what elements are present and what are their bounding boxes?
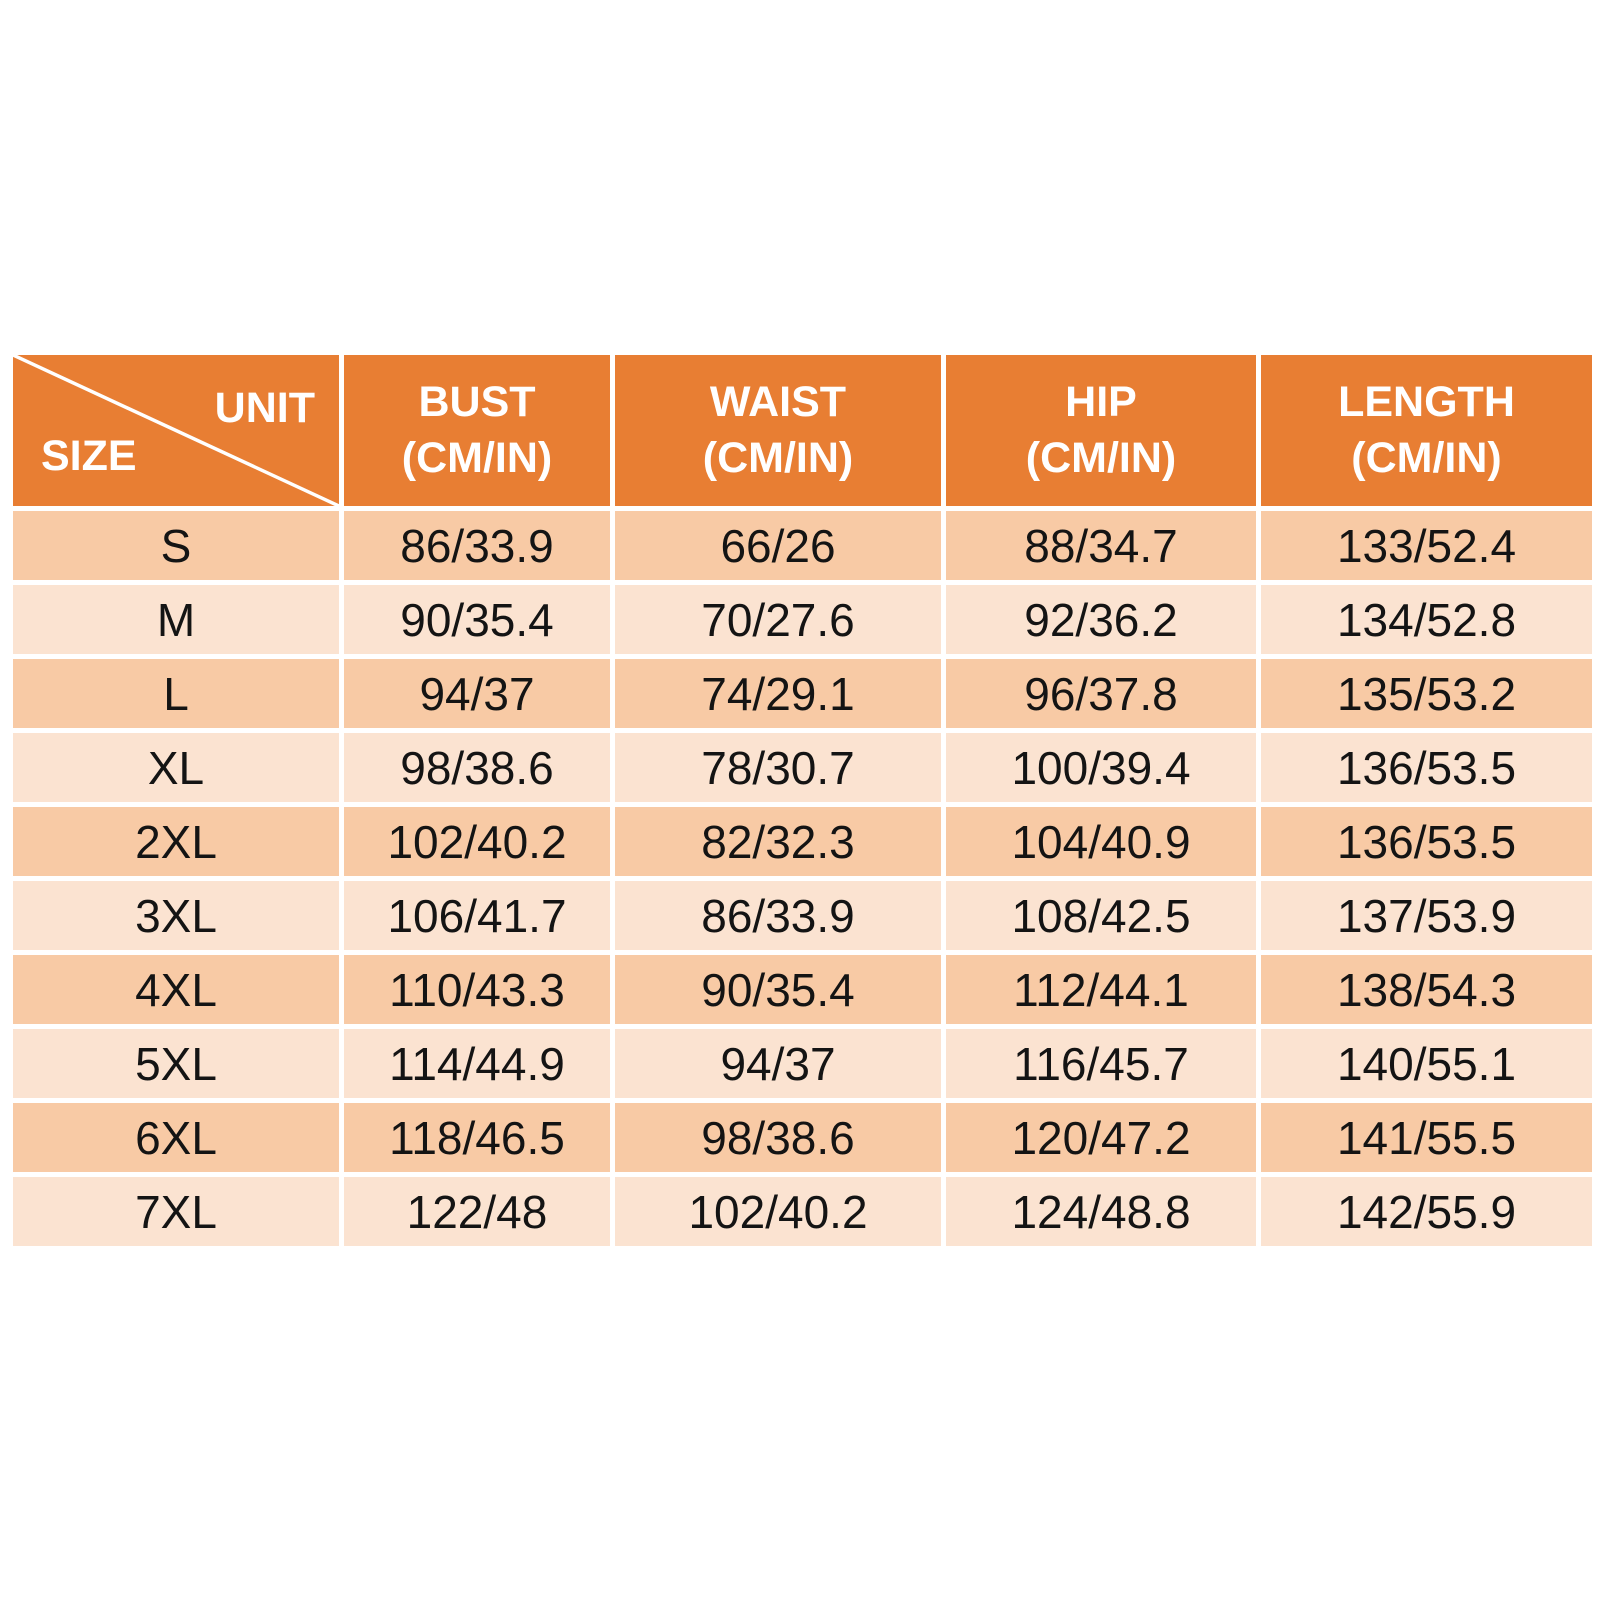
table-row-5xl: 5XL 114/44.9 94/37 116/45.7 140/55.1	[8, 1024, 1597, 1103]
length-cell: 136/53.5	[1256, 728, 1597, 807]
length-cell: 138/54.3	[1256, 950, 1597, 1029]
waist-cell: 86/33.9	[610, 876, 946, 955]
column-header-bust-name: BUST	[418, 378, 536, 427]
bust-cell: 86/33.9	[339, 506, 615, 585]
waist-cell: 74/29.1	[610, 654, 946, 733]
bust-cell: 90/35.4	[339, 580, 615, 659]
bust-cell: 114/44.9	[339, 1024, 615, 1103]
table-header: UNIT SIZE BUST (CM/IN) WAIST (CM/IN) HIP…	[8, 350, 1597, 511]
hip-cell: 112/44.1	[941, 950, 1261, 1029]
table-row-m: M 90/35.4 70/27.6 92/36.2 134/52.8	[8, 580, 1597, 659]
waist-cell: 94/37	[610, 1024, 946, 1103]
length-cell: 137/53.9	[1256, 876, 1597, 955]
column-header-hip-name: HIP	[1065, 378, 1137, 427]
size-cell: S	[8, 506, 344, 585]
table-row-s: S 86/33.9 66/26 88/34.7 133/52.4	[8, 506, 1597, 585]
size-cell: 5XL	[8, 1024, 344, 1103]
size-cell: 4XL	[8, 950, 344, 1029]
column-header-length: LENGTH (CM/IN)	[1256, 350, 1597, 511]
column-header-bust-unit: (CM/IN)	[401, 433, 553, 482]
column-header-waist-unit: (CM/IN)	[702, 433, 854, 482]
corner-unit-label: UNIT	[214, 384, 315, 432]
column-header-bust: BUST (CM/IN)	[339, 350, 615, 511]
table-body: S 86/33.9 66/26 88/34.7 133/52.4 M 90/35…	[8, 506, 1597, 1251]
table-row-6xl: 6XL 118/46.5 98/38.6 120/47.2 141/55.5	[8, 1098, 1597, 1177]
column-header-waist: WAIST (CM/IN)	[610, 350, 946, 511]
hip-cell: 124/48.8	[941, 1172, 1261, 1251]
size-chart-table: UNIT SIZE BUST (CM/IN) WAIST (CM/IN) HIP…	[8, 350, 1597, 1251]
bust-cell: 118/46.5	[339, 1098, 615, 1177]
hip-cell: 88/34.7	[941, 506, 1261, 585]
column-header-hip-unit: (CM/IN)	[1025, 433, 1177, 482]
waist-cell: 78/30.7	[610, 728, 946, 807]
column-header-hip: HIP (CM/IN)	[941, 350, 1261, 511]
length-cell: 141/55.5	[1256, 1098, 1597, 1177]
waist-cell: 82/32.3	[610, 802, 946, 881]
bust-cell: 94/37	[339, 654, 615, 733]
length-cell: 135/53.2	[1256, 654, 1597, 733]
hip-cell: 120/47.2	[941, 1098, 1261, 1177]
bust-cell: 110/43.3	[339, 950, 615, 1029]
waist-cell: 90/35.4	[610, 950, 946, 1029]
hip-cell: 100/39.4	[941, 728, 1261, 807]
hip-cell: 92/36.2	[941, 580, 1261, 659]
length-cell: 136/53.5	[1256, 802, 1597, 881]
length-cell: 134/52.8	[1256, 580, 1597, 659]
size-cell: XL	[8, 728, 344, 807]
table-row-3xl: 3XL 106/41.7 86/33.9 108/42.5 137/53.9	[8, 876, 1597, 955]
size-cell: L	[8, 654, 344, 733]
waist-cell: 102/40.2	[610, 1172, 946, 1251]
table-row-l: L 94/37 74/29.1 96/37.8 135/53.2	[8, 654, 1597, 733]
table-row-4xl: 4XL 110/43.3 90/35.4 112/44.1 138/54.3	[8, 950, 1597, 1029]
table-row-7xl: 7XL 122/48 102/40.2 124/48.8 142/55.9	[8, 1172, 1597, 1251]
bust-cell: 102/40.2	[339, 802, 615, 881]
diagonal-divider-line	[13, 355, 339, 506]
bust-cell: 122/48	[339, 1172, 615, 1251]
bust-cell: 106/41.7	[339, 876, 615, 955]
header-row: UNIT SIZE BUST (CM/IN) WAIST (CM/IN) HIP…	[8, 350, 1597, 511]
size-cell: 7XL	[8, 1172, 344, 1251]
column-header-length-unit: (CM/IN)	[1351, 433, 1502, 482]
waist-cell: 66/26	[610, 506, 946, 585]
hip-cell: 96/37.8	[941, 654, 1261, 733]
table-row-xl: XL 98/38.6 78/30.7 100/39.4 136/53.5	[8, 728, 1597, 807]
waist-cell: 98/38.6	[610, 1098, 946, 1177]
length-cell: 142/55.9	[1256, 1172, 1597, 1251]
column-header-waist-name: WAIST	[709, 378, 847, 427]
corner-header-cell: UNIT SIZE	[8, 350, 344, 511]
table-row-2xl: 2XL 102/40.2 82/32.3 104/40.9 136/53.5	[8, 802, 1597, 881]
size-cell: 2XL	[8, 802, 344, 881]
corner-size-label: SIZE	[41, 431, 137, 480]
length-cell: 140/55.1	[1256, 1024, 1597, 1103]
length-cell: 133/52.4	[1256, 506, 1597, 585]
size-cell: 3XL	[8, 876, 344, 955]
size-cell: 6XL	[8, 1098, 344, 1177]
hip-cell: 104/40.9	[941, 802, 1261, 881]
waist-cell: 70/27.6	[610, 580, 946, 659]
hip-cell: 116/45.7	[941, 1024, 1261, 1103]
column-header-length-name: LENGTH	[1338, 378, 1515, 427]
hip-cell: 108/42.5	[941, 876, 1261, 955]
size-cell: M	[8, 580, 344, 659]
bust-cell: 98/38.6	[339, 728, 615, 807]
